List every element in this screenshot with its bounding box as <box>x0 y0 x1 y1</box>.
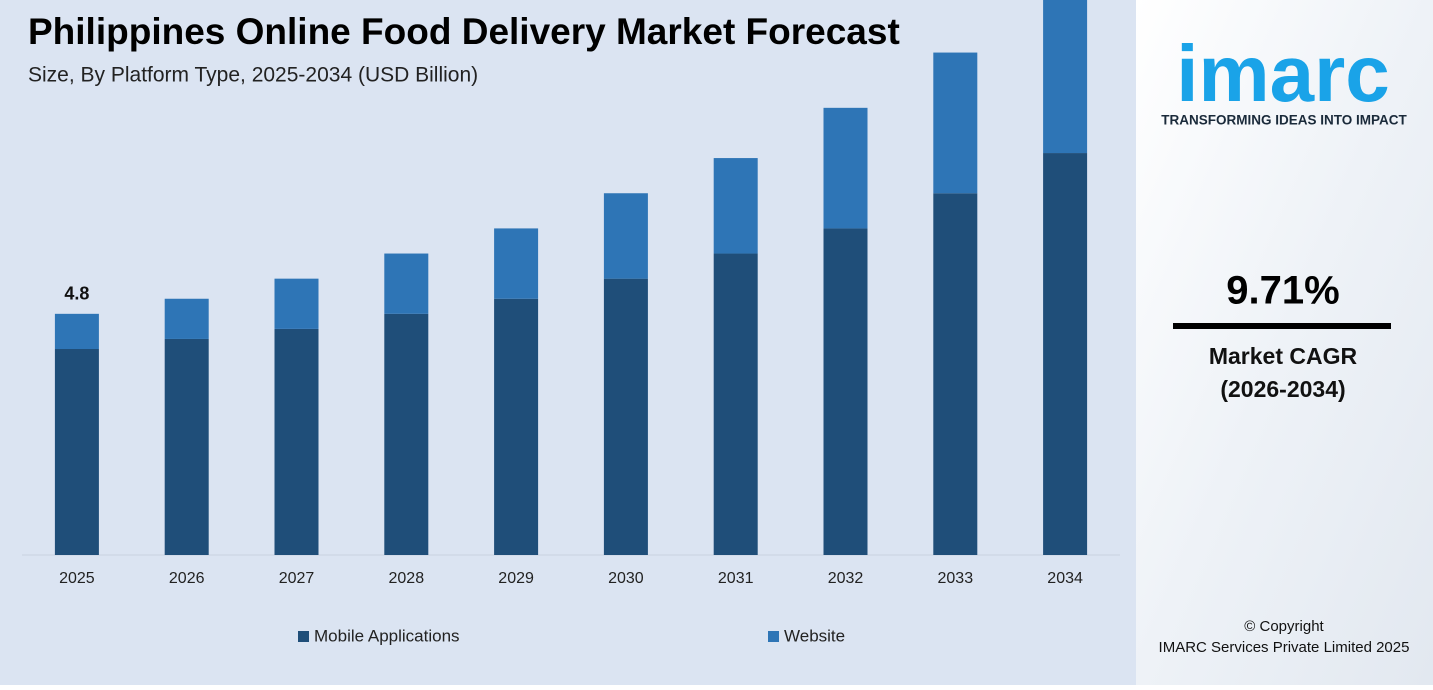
bar-segment <box>1043 0 1088 154</box>
bar-segment <box>384 253 429 314</box>
x-tick-label: 2027 <box>279 570 315 587</box>
x-tick-label: 2029 <box>498 570 534 587</box>
legend-label: Mobile Applications <box>314 626 460 645</box>
legend-swatch <box>768 631 779 642</box>
bar-segment <box>164 338 209 555</box>
cagr-value: 9.71% <box>1226 269 1339 313</box>
total-label: 4.8 <box>64 284 89 304</box>
bar-segment <box>54 313 99 349</box>
legend-label: Website <box>784 626 845 645</box>
x-tick-label: 2030 <box>608 570 644 587</box>
copyright: © Copyright <box>1244 618 1324 635</box>
bar-segment <box>933 52 978 194</box>
chart-subtitle: Size, By Platform Type, 2025-2034 (USD B… <box>28 64 478 87</box>
x-tick-label: 2028 <box>389 570 425 587</box>
x-tick-label: 2026 <box>169 570 205 587</box>
bar-segment <box>933 193 978 555</box>
cagr-period: (2026-2034) <box>1220 376 1345 402</box>
x-tick-label: 2033 <box>938 570 974 587</box>
bar-segment <box>713 158 758 254</box>
bar-segment <box>384 313 429 555</box>
logo: imarc <box>1176 29 1389 118</box>
chart-title: Philippines Online Food Delivery Market … <box>28 11 900 52</box>
tagline: TRANSFORMING IDEAS INTO IMPACT <box>1161 113 1407 128</box>
bar-segment <box>274 278 319 329</box>
legend-swatch <box>298 631 309 642</box>
bar-segment <box>713 253 758 555</box>
bar-segment <box>603 278 648 555</box>
bar-segment <box>274 328 319 555</box>
cagr-label: Market CAGR <box>1209 343 1358 369</box>
bar-segment <box>494 298 539 555</box>
sidebar-background <box>1136 0 1433 685</box>
x-tick-label: 2025 <box>59 570 95 587</box>
bar-segment <box>823 107 868 229</box>
x-tick-label: 2031 <box>718 570 754 587</box>
bar-segment <box>54 349 99 555</box>
bar-segment <box>823 228 868 556</box>
x-tick-label: 2032 <box>828 570 864 587</box>
x-tick-label: 2034 <box>1047 570 1083 587</box>
bar-segment <box>164 298 209 339</box>
company: IMARC Services Private Limited 2025 <box>1159 639 1410 656</box>
bar-segment <box>1043 153 1088 556</box>
cagr-divider <box>1173 323 1391 329</box>
bar-segment <box>494 228 539 299</box>
bar-segment <box>603 193 648 279</box>
